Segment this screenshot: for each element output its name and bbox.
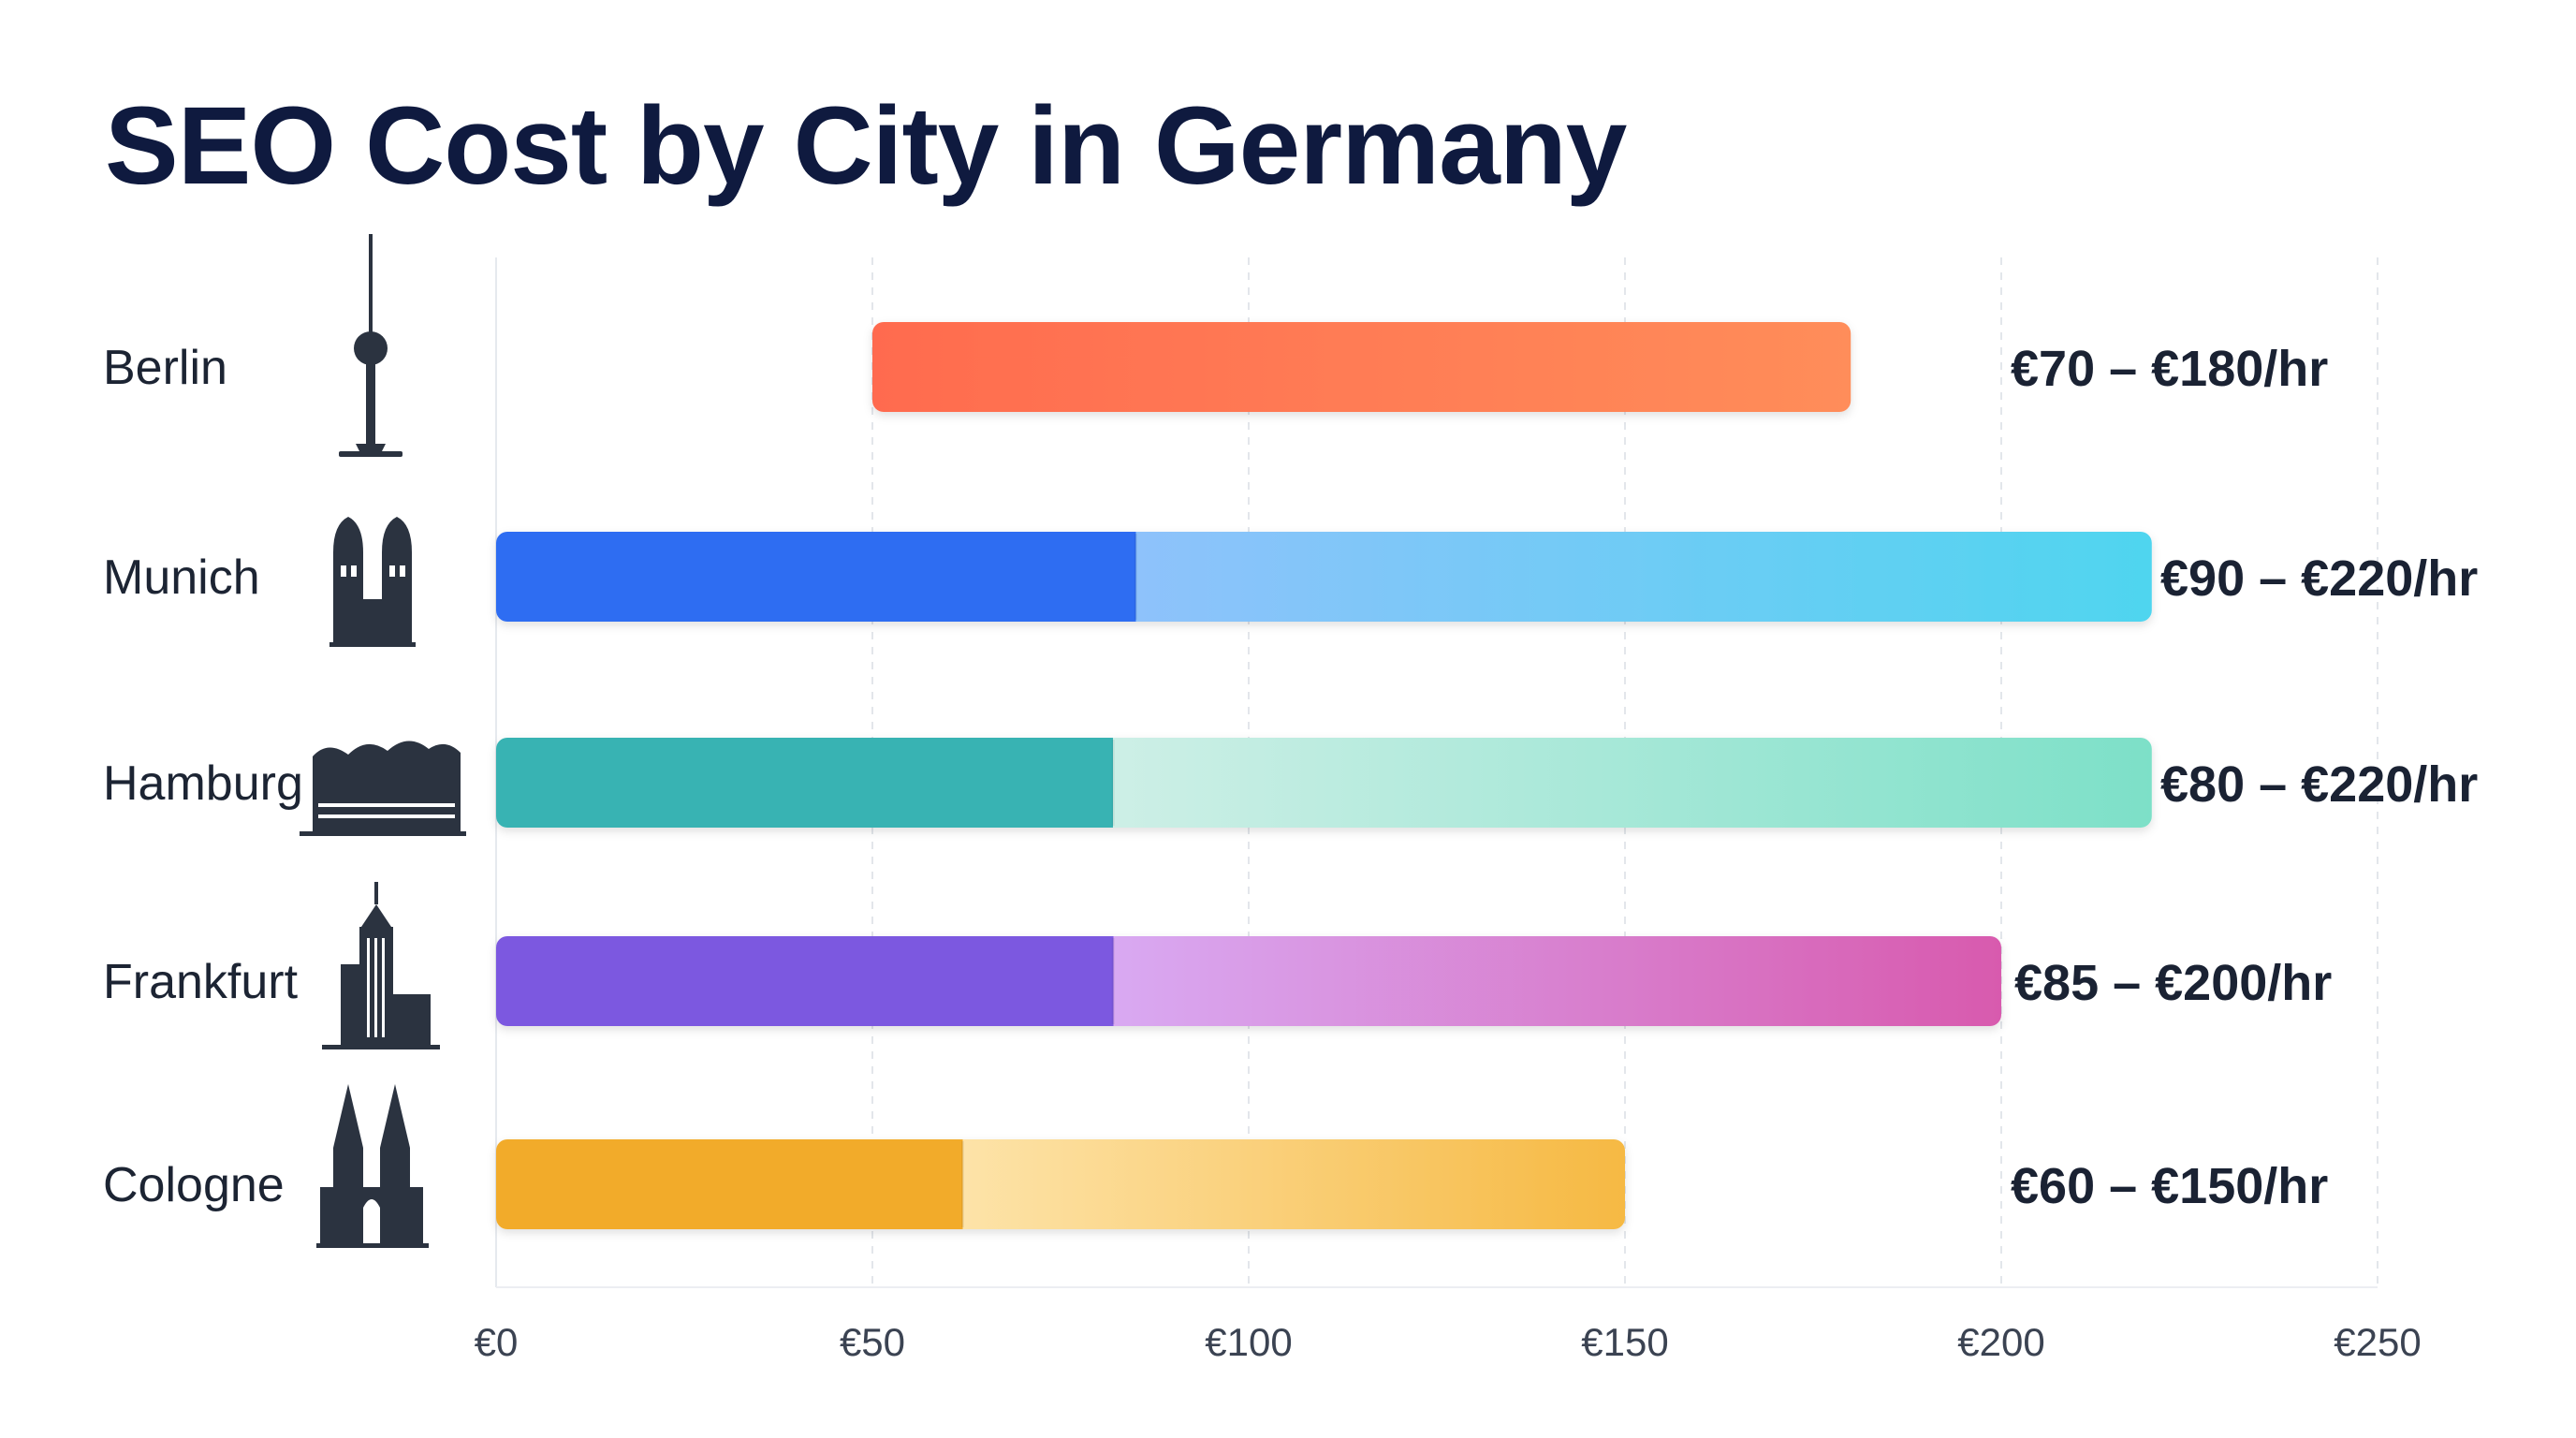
cathedral-icon xyxy=(316,1084,429,1248)
labels: Berlin €70 – €180/hr Munich €90 – €220/hr Ha… xyxy=(103,341,2478,1214)
city-label: Cologne xyxy=(103,1158,285,1212)
x-tick-label: €50 xyxy=(840,1320,905,1364)
chart-title: SEO Cost by City in Germany xyxy=(105,84,1627,208)
range-label: €60 – €150/hr xyxy=(2011,1158,2328,1214)
bar-frankfurt xyxy=(496,936,2001,1026)
bar-cologne xyxy=(496,1139,1625,1229)
skyscraper-icon xyxy=(322,882,440,1049)
range-label: €90 – €220/hr xyxy=(2160,550,2478,607)
tv-tower-icon xyxy=(339,234,402,457)
city-label: Berlin xyxy=(103,341,227,395)
range-label: €85 – €200/hr xyxy=(2014,955,2332,1011)
city-label: Munich xyxy=(103,550,260,605)
range-label: €70 – €180/hr xyxy=(2011,341,2328,397)
concert-hall-icon xyxy=(300,741,466,836)
bars xyxy=(496,322,2152,1229)
range-label: €80 – €220/hr xyxy=(2160,756,2478,813)
x-tick-label: €100 xyxy=(1205,1320,1292,1364)
bar-berlin xyxy=(872,322,1852,412)
church-towers-icon xyxy=(329,517,416,647)
city-label: Frankfurt xyxy=(103,955,299,1009)
city-label: Hamburg xyxy=(103,756,303,811)
x-tick-label: €250 xyxy=(2334,1320,2421,1364)
x-axis-ticks: €0 €50 €100 €150 €200 €250 xyxy=(475,1320,2422,1364)
x-tick-label: €150 xyxy=(1581,1320,1668,1364)
bar-munich xyxy=(496,532,2152,622)
x-tick-label: €0 xyxy=(475,1320,519,1364)
x-tick-label: €200 xyxy=(1957,1320,2044,1364)
bar-hamburg xyxy=(496,738,2152,828)
